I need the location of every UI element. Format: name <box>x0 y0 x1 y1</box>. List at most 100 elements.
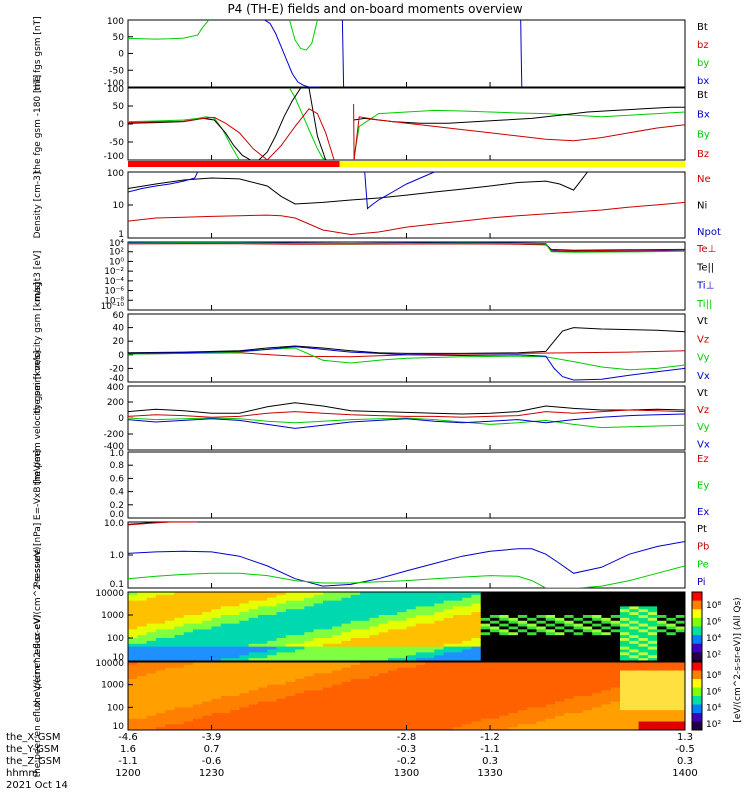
heatmap-cell <box>536 721 547 725</box>
heatmap-cell <box>146 704 157 708</box>
heatmap-cell <box>378 629 389 633</box>
heatmap-cell <box>295 643 305 648</box>
heatmap-cell <box>582 704 593 708</box>
heatmap-cell <box>480 620 491 625</box>
heatmap-cell <box>480 667 491 671</box>
heatmap-peer_eflux <box>128 662 685 730</box>
heatmap-cell <box>183 662 194 666</box>
heatmap-cell <box>313 612 324 616</box>
heatmap-cell <box>128 693 138 697</box>
heatmap-cell <box>582 670 593 674</box>
heatmap-cell <box>285 629 296 633</box>
heatmap-cell <box>490 670 500 674</box>
heatmap-cell <box>341 623 352 627</box>
heatmap-cell <box>183 600 194 604</box>
heatmap-cell <box>230 609 240 613</box>
heatmap-cell <box>350 600 361 604</box>
heatmap-cell <box>462 679 472 683</box>
heatmap-cell <box>128 652 138 656</box>
heatmap-cell <box>192 662 203 666</box>
heatmap-cell <box>322 652 333 656</box>
heatmap-cell <box>638 629 649 633</box>
heatmap-cell <box>230 693 240 697</box>
series-line <box>353 109 685 160</box>
heatmap-cell <box>629 655 640 659</box>
heatmap-cell <box>555 676 565 680</box>
heatmap-cell <box>322 673 333 677</box>
heatmap-cell <box>285 679 296 683</box>
heatmap-cell <box>369 640 380 645</box>
legend-entry: Ey <box>697 481 709 492</box>
heatmap-cell <box>322 724 333 728</box>
heatmap-cell <box>183 684 194 688</box>
heatmap-cell <box>332 662 343 666</box>
heatmap-cell <box>517 710 528 714</box>
heatmap-cell <box>313 707 324 711</box>
heatmap-cell <box>610 693 621 697</box>
heatmap-cell <box>425 704 435 708</box>
heatmap-cell <box>592 715 602 720</box>
heatmap-cell <box>257 640 268 645</box>
heatmap-cell <box>471 673 482 677</box>
heatmap-cell <box>471 615 482 619</box>
heatmap-cell <box>304 620 315 625</box>
heatmap-cell <box>378 670 389 674</box>
heatmap-cell <box>666 710 677 714</box>
heatmap-cell <box>304 626 315 630</box>
heatmap-cell <box>425 635 435 639</box>
heatmap-cell <box>155 603 166 607</box>
heatmap-cell <box>471 715 482 720</box>
heatmap-cell <box>360 594 370 599</box>
legend-entry: Ez <box>697 454 709 465</box>
heatmap-cell <box>248 606 259 610</box>
heatmap-cell <box>360 687 370 691</box>
heatmap-cell <box>629 684 640 688</box>
heatmap-cell <box>192 684 203 688</box>
heatmap-cell <box>155 715 166 720</box>
heatmap-cell <box>128 690 138 694</box>
heatmap-cell <box>322 718 333 722</box>
heatmap-cell <box>490 673 500 677</box>
heatmap-cell <box>174 592 185 596</box>
heatmap-cell <box>183 623 194 627</box>
heatmap-cell <box>647 658 658 661</box>
heatmap-cell <box>452 676 463 680</box>
heatmap-cell <box>415 603 426 607</box>
heatmap-cell <box>378 658 389 661</box>
heatmap-cell <box>462 640 472 645</box>
heatmap-cell <box>322 594 333 599</box>
heatmap-cell <box>425 727 435 730</box>
heatmap-cell <box>341 592 352 596</box>
heatmap-cell <box>499 606 510 610</box>
heatmap-cell <box>620 687 630 691</box>
heatmap-cell <box>647 629 658 633</box>
heatmap-cell <box>536 615 547 619</box>
heatmap-cell <box>378 690 389 694</box>
heatmap-cell <box>322 704 333 708</box>
heatmap-cell <box>304 713 315 717</box>
heatmap-cell <box>322 626 333 630</box>
heatmap-cell <box>499 673 510 677</box>
heatmap-cell <box>313 592 324 596</box>
heatmap-cell <box>675 623 685 627</box>
heatmap-cell <box>369 635 380 639</box>
heatmap-cell <box>490 655 500 659</box>
heatmap-cell <box>434 617 445 622</box>
heatmap-cell <box>425 679 435 683</box>
heatmap-cell <box>239 597 250 602</box>
heatmap-cell <box>499 620 510 625</box>
heatmap-cell <box>387 721 398 725</box>
heatmap-cell <box>248 679 259 683</box>
heatmap-cell <box>378 718 389 722</box>
heatmap-cell <box>425 664 435 669</box>
heatmap-cell <box>295 662 305 666</box>
heatmap-cell <box>239 652 250 656</box>
heatmap-cell <box>462 629 472 633</box>
heatmap-cell <box>202 696 213 700</box>
heatmap-cell <box>480 652 491 656</box>
heatmap-cell <box>462 715 472 720</box>
heatmap-cell <box>555 635 565 639</box>
heatmap-cell <box>276 609 287 613</box>
heatmap-cell <box>536 600 547 604</box>
heatmap-cell <box>397 638 407 642</box>
